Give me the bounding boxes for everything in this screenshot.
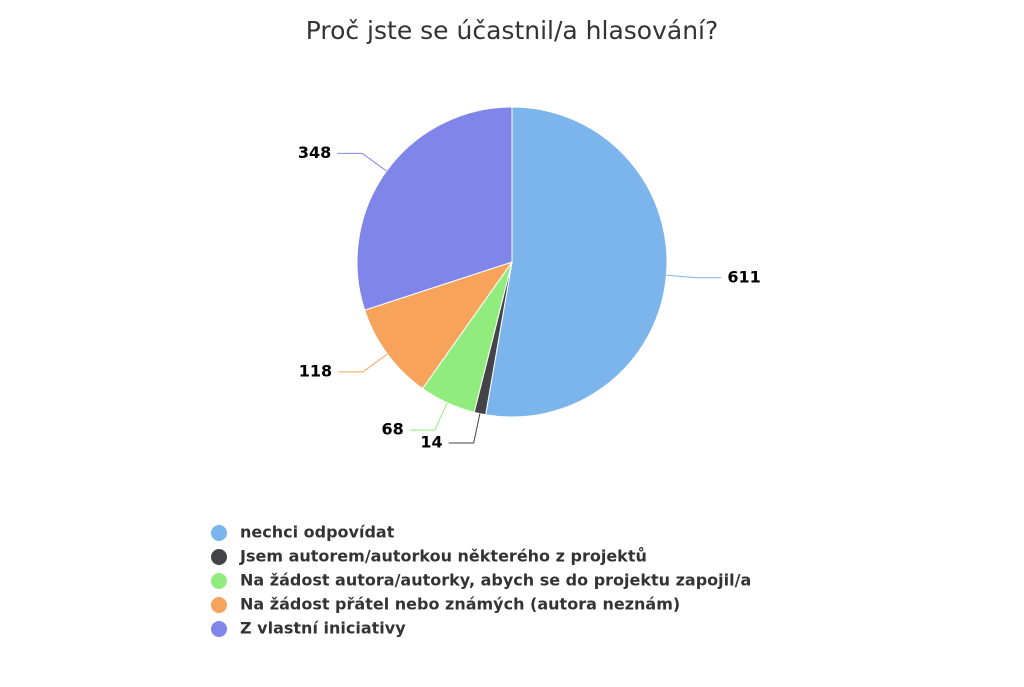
legend-marker[interactable]: [211, 573, 227, 589]
legend-label[interactable]: Z vlastní iniciativy: [240, 619, 406, 638]
data-label: 348: [298, 143, 331, 162]
data-label: 118: [299, 361, 332, 380]
legend-marker[interactable]: [211, 525, 227, 541]
connector: [338, 353, 388, 373]
connector: [337, 152, 387, 172]
legend-marker[interactable]: [211, 597, 227, 613]
legend-label[interactable]: Jsem autorem/autorkou některého z projek…: [239, 547, 647, 566]
connector: [666, 274, 722, 279]
data-label: 68: [381, 420, 403, 439]
connector: [409, 402, 448, 431]
pie-slice[interactable]: [364, 261, 514, 390]
chart-title: Proč jste se účastnil/a hlasování?: [306, 16, 719, 45]
data-label: 14: [420, 432, 442, 451]
legend-marker[interactable]: [211, 621, 227, 637]
legend-label[interactable]: nechci odpovídat: [240, 523, 395, 542]
legend-marker[interactable]: [211, 549, 227, 565]
legend-label[interactable]: Na žádost autora/autorky, abych se do pr…: [240, 571, 751, 590]
data-label: 611: [727, 267, 760, 286]
legend-label[interactable]: Na žádost přátel nebo známých (autora ne…: [240, 595, 680, 614]
pie-slice[interactable]: [356, 106, 513, 311]
connector: [448, 413, 481, 444]
